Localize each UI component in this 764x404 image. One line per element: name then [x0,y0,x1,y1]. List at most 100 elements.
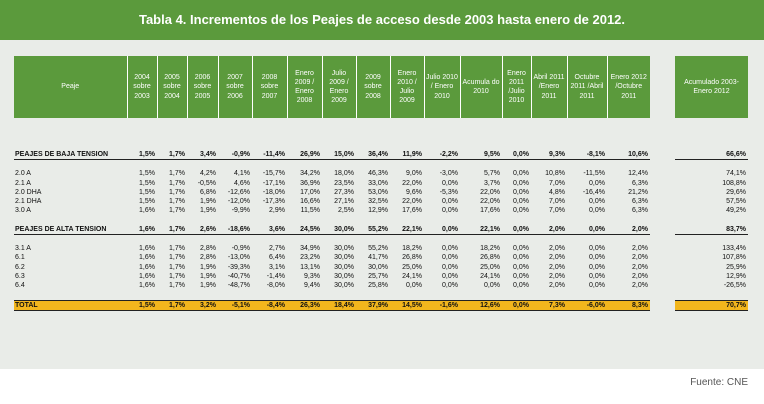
table-cell: 23,5% [334,179,354,187]
table-cell: -8,1% [567,150,607,161]
table-cell: 30,0% [368,263,388,271]
accumulated-cell: 25,9% [726,263,746,271]
table-cell: 0,0% [589,263,605,271]
table-cell: 6,3% [632,198,648,206]
accumulated-row: 57,5% [675,197,748,206]
table-cell: 3,2% [187,299,218,311]
table-cell: 9,3% [531,150,567,161]
table-cell: -11,4% [252,150,287,161]
table-cell: 17,6% [402,207,422,215]
table-cell: -15,7% [262,170,285,178]
table-cell: 0,0% [513,188,529,196]
table-cell: 1,5% [127,299,157,311]
table-cell: 0,0% [589,254,605,262]
table-cell: 0,0% [567,224,607,236]
table-cell: 1,9% [200,272,216,280]
table-cell: 0,0% [513,198,529,206]
table-cell: 11,9% [390,150,424,161]
table-cell: 26,8% [480,254,500,262]
column-header: 2009 sobre 2008 [355,56,390,118]
table-cell: 6,3% [632,179,648,187]
column-header: 2004 sobre 2003 [126,56,157,118]
column-header: Julio 2010 / Enero 2010 [423,56,460,118]
table-cell: 6,4% [269,254,285,262]
table-cell: 2,0% [549,282,565,290]
accumulated-row: 29,6% [675,188,748,197]
table-cell: 0,0% [589,207,605,215]
row-label: 2.1 A [15,179,31,187]
table-cell: 37,9% [356,299,390,311]
table-cell: 12,4% [628,170,648,178]
table-row: 2.0 A 1,5% 1,7% 4,2% 4,1% -15,7% 34,2% 18,0% 46,… [14,169,650,178]
source-note: Fuente: CNE [690,377,748,388]
accumulated-row: 108,8% [675,179,748,188]
table-cell: 24,1% [402,272,422,280]
row-label: PEAJES DE BAJA TENSION [14,150,127,161]
accumulated-row: 74,1% [675,169,748,178]
table-title: Tabla 4. Incrementos de los Peajes de ac… [0,0,764,40]
table-cell: 0,0% [442,263,458,271]
table-cell: 2,0% [632,254,648,262]
table-cell: 18,0% [334,170,354,178]
table-cell: 18,2% [402,245,422,253]
table-cell: -5,1% [218,299,252,311]
table-cell: 2,0% [549,272,565,280]
accumulated-cell: 66,6% [675,150,748,161]
column-header: Julio 2009 / Enero 2009 [321,56,356,118]
table-cell: 1,6% [139,254,155,262]
table-cell: 0,0% [589,179,605,187]
row-label: TOTAL [14,299,127,311]
table-cell: 18,4% [322,299,356,311]
table-cell: 22,0% [402,198,422,206]
table-cell: -17,1% [262,179,285,187]
row-label: 6.2 [15,263,25,271]
table-cell: 1,7% [169,188,185,196]
table-cell: 1,9% [200,207,216,215]
table-cell: 1,7% [169,282,185,290]
table-cell: 2,0% [549,245,565,253]
table-cell: 6,3% [632,207,648,215]
row-label: 2.0 A [15,170,31,178]
table-row: 3.1 A 1,6% 1,7% 2,8% -0,9% 2,7% 34,9% 30,0% 55,2… [14,244,650,253]
table-cell: 30,0% [334,254,354,262]
column-header: Octubre 2011 /Abril 2011 [566,56,607,118]
section-row: PEAJES DE ALTA TENSION 1,6% 1,7% 2,6% -18,6%… [14,224,650,236]
table-cell: 1,5% [139,179,155,187]
table-cell: 10,6% [607,150,650,161]
table-cell: 0,0% [424,224,460,236]
table-cell: 2,5% [338,207,354,215]
table-cell: 7,0% [549,207,565,215]
table-cell: 0,0% [513,179,529,187]
table-row: 3.0 A 1,6% 1,7% 1,9% -9,9% 2,9% 11,5% 2,5% 12,9%… [14,206,650,215]
table-cell: 5,7% [484,170,500,178]
table-cell: 26,3% [287,299,322,311]
column-header: Enero 2009 / Enero 2008 [286,56,322,118]
table-cell: 1,7% [169,179,185,187]
table-cell: 27,3% [334,188,354,196]
column-header: 2005 sobre 2004 [156,56,187,118]
table-cell: 30,0% [334,263,354,271]
row-label: PEAJES DE ALTA TENSION [14,224,127,236]
table-cell: 1,9% [200,198,216,206]
table-cell: 33,0% [368,179,388,187]
table-cell: 1,7% [169,198,185,206]
table-row: 6.2 1,6% 1,7% 1,9% -39,3% 3,1% 13,1% 30,0% 30,0%… [14,263,650,272]
table-cell: 36,9% [300,179,320,187]
column-header: Enero 2010 / Julio 2009 [389,56,424,118]
row-label: 3.1 A [15,245,31,253]
accumulated-table-container: Acumulado 2003-Enero 2012 66,6% 74,1% 108,… [675,56,748,311]
table-cell: 25,7% [368,272,388,280]
row-label: 6.4 [15,282,25,290]
table-cell: 2,0% [632,282,648,290]
table-cell: 9,6% [406,188,422,196]
accumulated-row: 25,9% [675,263,748,272]
table-cell: 32,5% [368,198,388,206]
table-cell: 1,7% [169,207,185,215]
table-cell: 30,0% [334,272,354,280]
table-cell: -0,5% [197,179,216,187]
table-cell: 25,0% [480,263,500,271]
table-cell: 0,0% [513,263,529,271]
table-cell: -12,0% [227,198,250,206]
section-row: PEAJES DE BAJA TENSION 1,5% 1,7% 3,4% -0,9% -… [14,150,650,161]
table-cell: 7,3% [531,299,567,311]
